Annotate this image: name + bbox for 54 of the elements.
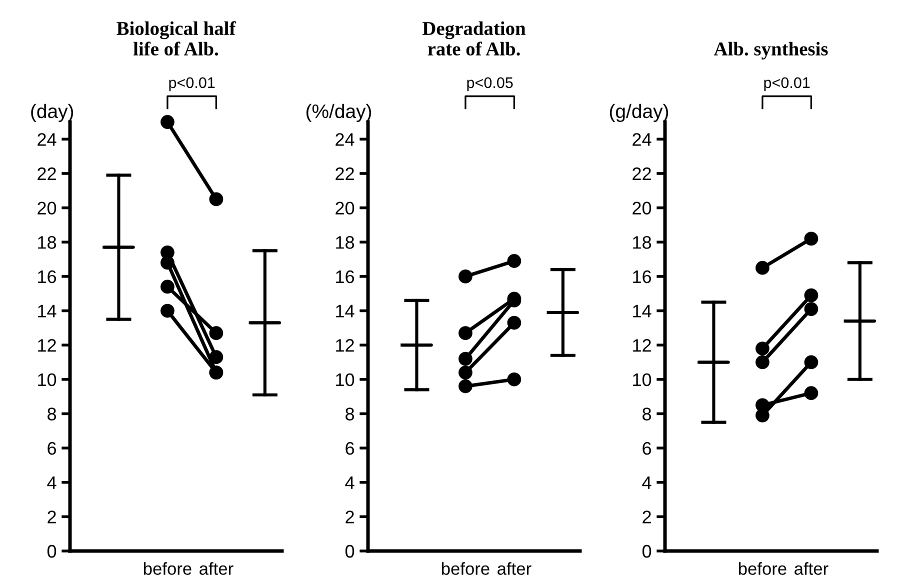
text: p<0.01 bbox=[169, 77, 215, 92]
chart-title: Alb. synthesis bbox=[714, 42, 828, 60]
y-tick-label: 0 bbox=[47, 544, 56, 558]
y-tick-label: 4 bbox=[47, 476, 56, 489]
y-tick-label: 24 bbox=[38, 133, 56, 146]
y-tick-label: 4 bbox=[345, 476, 354, 489]
y-tick-label: 6 bbox=[346, 442, 354, 455]
y-tick-label: 12 bbox=[38, 339, 56, 352]
x-tick-label: after bbox=[498, 562, 532, 575]
y-tick-label: 8 bbox=[346, 408, 354, 420]
y-tick-label: 16 bbox=[633, 270, 652, 284]
y-tick-label: 2 bbox=[642, 510, 651, 524]
y-tick-label: 8 bbox=[642, 408, 652, 420]
y-tick-label: 22 bbox=[632, 167, 651, 180]
y-tick-label: 2 bbox=[48, 510, 56, 524]
text: p<0.01 bbox=[764, 77, 810, 92]
chart-title: Biological half life of Alb. bbox=[116, 21, 236, 56]
y-tick-label: 18 bbox=[633, 236, 652, 249]
y-tick-label: 6 bbox=[48, 442, 56, 455]
y-tick-label: 14 bbox=[633, 304, 652, 318]
x-tick-label: before bbox=[144, 562, 192, 575]
y-tick-label: 0 bbox=[642, 544, 652, 558]
y-axis-title: (day) bbox=[31, 104, 74, 122]
y-tick-label: 10 bbox=[336, 373, 354, 386]
text: p<0.05 bbox=[467, 77, 513, 92]
y-axis-title: (%/day) bbox=[306, 104, 372, 122]
y-tick-label: 20 bbox=[632, 202, 652, 215]
y-tick-label: 12 bbox=[633, 339, 651, 352]
x-tick-label: after bbox=[794, 562, 828, 575]
y-tick-label: 24 bbox=[632, 133, 652, 146]
y-tick-label: 22 bbox=[336, 167, 354, 180]
x-tick-label: after bbox=[200, 562, 234, 575]
y-tick-label: 8 bbox=[48, 408, 56, 420]
y-axis-title: (g/day) bbox=[610, 104, 668, 122]
y-tick-label: 14 bbox=[336, 304, 354, 318]
x-tick-label: before bbox=[442, 562, 490, 575]
y-tick-label: 4 bbox=[642, 476, 652, 489]
y-tick-label: 14 bbox=[38, 304, 56, 318]
y-tick-label: 12 bbox=[336, 339, 354, 352]
y-tick-label: 18 bbox=[38, 236, 56, 249]
y-tick-label: 18 bbox=[336, 236, 354, 249]
y-tick-label: 24 bbox=[336, 133, 354, 146]
chart-title: Degradation rate of Alb. bbox=[422, 21, 526, 56]
y-tick-label: 2 bbox=[346, 510, 354, 524]
x-tick-label: before bbox=[738, 562, 786, 575]
y-tick-label: 10 bbox=[633, 373, 652, 386]
y-tick-label: 20 bbox=[336, 202, 354, 215]
y-tick-label: 10 bbox=[38, 373, 56, 386]
y-tick-label: 0 bbox=[345, 544, 354, 558]
y-tick-label: 20 bbox=[38, 202, 56, 215]
y-tick-label: 16 bbox=[38, 270, 56, 284]
y-tick-label: 16 bbox=[336, 270, 354, 284]
y-tick-label: 22 bbox=[38, 167, 56, 180]
y-tick-label: 6 bbox=[642, 442, 652, 455]
